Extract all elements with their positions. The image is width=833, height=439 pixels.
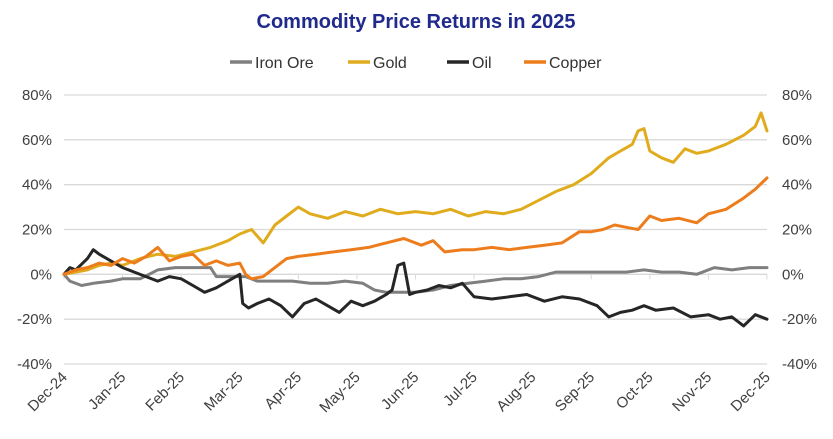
y-tick-label-right: 20% (782, 222, 812, 239)
y-tick-label-right: 60% (782, 132, 812, 149)
series-line-copper (62, 176, 769, 281)
y-axis-right: 80% 60% 40% 20% 0% -20% -40% (782, 87, 817, 373)
y-tick-label-right: 40% (782, 177, 812, 194)
legend-label: Copper (549, 55, 602, 72)
x-tick-label: Mar-25 (201, 369, 247, 415)
x-axis: Dec-24 Jan-25 Feb-25 Mar-25 Apr-25 May-25 Jun-… (25, 274, 774, 416)
x-tick-label: Dec-25 (728, 369, 774, 415)
y-tick-label-left: 20% (22, 222, 52, 239)
x-tick-label: Feb-25 (142, 369, 188, 415)
legend-label: Oil (472, 55, 492, 72)
y-tick-label-left: 40% (22, 177, 52, 194)
series-line-iron-ore (62, 266, 769, 294)
legend-item-iron-ore[interactable]: Iron Ore (230, 55, 314, 72)
y-tick-label-right: 0% (782, 266, 804, 283)
x-tick-label: Jan-25 (85, 369, 129, 413)
y-tick-label-right: -40% (782, 356, 817, 373)
series-line-gold (62, 111, 769, 276)
chart-title: Commodity Price Returns in 2025 (257, 11, 576, 33)
series-line-oil (62, 248, 769, 328)
y-tick-label-left: 60% (22, 132, 52, 149)
y-tick-label-left: -40% (17, 356, 52, 373)
y-tick-label-left: -20% (17, 311, 52, 328)
gridlines (64, 94, 767, 365)
series-group (62, 111, 769, 328)
y-tick-label-right: -20% (782, 311, 817, 328)
legend-item-copper[interactable]: Copper (524, 55, 602, 72)
legend-label: Iron Ore (255, 55, 314, 72)
y-tick-label-left: 80% (22, 87, 52, 104)
x-tick-label: Dec-24 (25, 369, 71, 415)
x-tick-label: Aug-25 (493, 369, 539, 415)
x-tick-label: Apr-25 (261, 369, 305, 413)
legend: Iron Ore Gold Oil Copper (230, 55, 602, 72)
x-tick-label: Sep-25 (552, 369, 598, 415)
x-tick-label: May-25 (316, 369, 363, 416)
y-axis-left: 80% 60% 40% 20% 0% -20% -40% (17, 87, 52, 373)
legend-item-oil[interactable]: Oil (447, 55, 492, 72)
x-tick-label: Jun-25 (378, 369, 422, 413)
x-tick-label: Jul-25 (440, 369, 481, 410)
y-tick-label-left: 0% (30, 266, 52, 283)
legend-item-gold[interactable]: Gold (348, 55, 407, 72)
x-tick-label: Nov-25 (669, 369, 715, 415)
y-tick-label-right: 80% (782, 87, 812, 104)
legend-label: Gold (373, 55, 407, 72)
x-tick-label: Oct-25 (613, 369, 657, 413)
